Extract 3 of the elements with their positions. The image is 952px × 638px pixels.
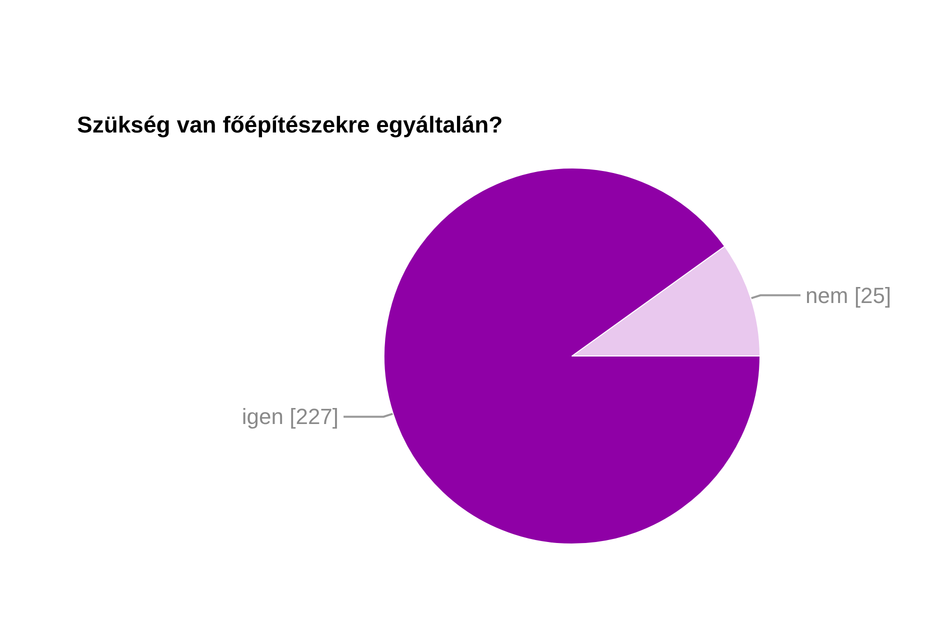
slice-label: igen [227] xyxy=(242,404,339,430)
chart-title: Szükség van főépítészekre egyáltalán? xyxy=(77,112,503,138)
slice-label: nem [25] xyxy=(805,282,892,308)
